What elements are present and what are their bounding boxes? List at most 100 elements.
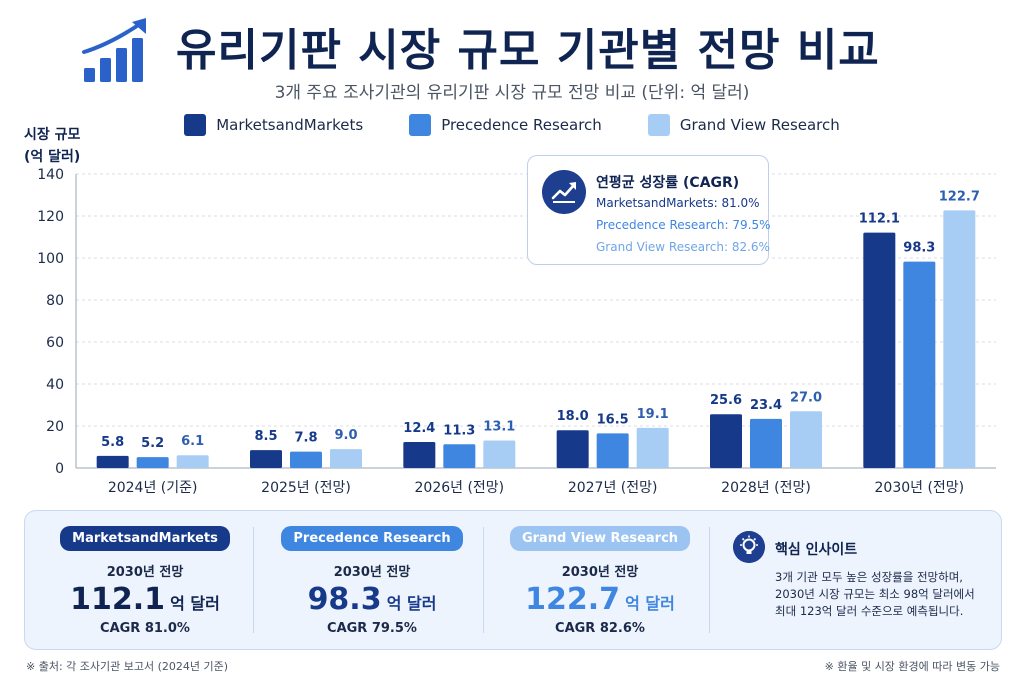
bar <box>176 455 209 468</box>
x-tick-label: 2027년 (전망) <box>568 480 658 496</box>
insight-text: 3개 기관 모두 높은 성장률을 전망하며, 2030년 시장 규모는 최소 9… <box>775 569 1015 620</box>
cagr-line-gv: Grand View Research: 82.6% <box>596 240 770 254</box>
bar-value-label: 12.4 <box>403 421 435 436</box>
lightbulb-icon <box>733 531 765 563</box>
bar-value-label: 19.1 <box>637 407 669 422</box>
summary-divider <box>483 527 484 633</box>
bar <box>403 441 436 468</box>
summary-unit-mm: 억 달러 <box>170 594 220 613</box>
summary-value-gv: 122.7 억 달러 <box>489 582 711 617</box>
bar-value-label: 5.8 <box>101 435 124 450</box>
insight-line-1: 3개 기관 모두 높은 성장률을 전망하며, <box>775 570 963 584</box>
cagr-box: 연평균 성장률 (CAGR) MarketsandMarkets: 81.0% … <box>527 155 771 265</box>
cagr-line-pr: Precedence Research: 79.5% <box>596 218 771 232</box>
legend-item-mm: MarketsandMarkets <box>184 114 363 136</box>
y-tick-label: 100 <box>37 251 64 267</box>
bar-value-label: 7.8 <box>294 431 317 446</box>
legend-label-pr: Precedence Research <box>441 116 602 134</box>
y-tick-label: 120 <box>37 209 64 225</box>
bar-value-label: 122.7 <box>939 189 980 204</box>
insight-block: 핵심 인사이트 3개 기관 모두 높은 성장률을 전망하며, 2030년 시장 … <box>731 511 991 649</box>
y-axis-label: 시장 규모 (억 달러) <box>24 124 80 168</box>
cagr-line-mm: MarketsandMarkets: 81.0% <box>596 196 760 210</box>
bar-value-label: 112.1 <box>859 212 900 227</box>
bar <box>250 450 282 468</box>
bar-value-label: 98.3 <box>903 241 935 256</box>
y-tick-label: 60 <box>46 335 64 351</box>
bar-value-label: 16.5 <box>597 412 629 427</box>
summary-cagr-gv: CAGR 82.6% <box>555 621 645 636</box>
y-tick-label: 80 <box>46 293 64 309</box>
summary-card-mm: MarketsandMarkets 2030년 전망 112.1 억 달러 CA… <box>35 511 255 649</box>
bar-value-label: 25.6 <box>710 393 742 408</box>
legend-item-pr: Precedence Research <box>409 114 602 136</box>
summary-pill-gv: Grand View Research <box>509 526 691 551</box>
summary-value-pr: 98.3 억 달러 <box>261 582 483 617</box>
legend-swatch-mm <box>184 114 207 136</box>
trend-up-icon <box>542 170 586 214</box>
bar <box>903 261 936 468</box>
insight-line-2: 2030년 시장 규모는 최소 98억 달러에서 <box>775 587 975 601</box>
bar <box>556 430 589 468</box>
summary-year-mm: 2030년 전망 <box>106 565 184 580</box>
x-tick-label: 2030년 (전망) <box>875 480 965 496</box>
y-axis-label-line1: 시장 규모 <box>24 127 81 143</box>
summary-panel: MarketsandMarkets 2030년 전망 112.1 억 달러 CA… <box>24 510 1002 650</box>
footer-note: ※ 환율 및 시장 환경에 따라 변동 가능 <box>824 660 1000 673</box>
bar-value-label: 5.2 <box>141 436 164 451</box>
bar <box>483 440 516 468</box>
bar-value-label: 11.3 <box>443 423 475 438</box>
summary-cagr-pr: CAGR 79.5% <box>327 621 417 636</box>
growth-chart-icon <box>82 18 146 82</box>
bar <box>710 414 742 468</box>
summary-value-mm: 112.1 억 달러 <box>35 582 255 617</box>
bar <box>790 411 822 468</box>
legend-label-gv: Grand View Research <box>679 116 840 134</box>
bar <box>290 451 322 468</box>
summary-pill-mm: MarketsandMarkets <box>60 526 230 551</box>
y-axis-label-line2: (억 달러) <box>24 149 81 165</box>
bar <box>443 444 476 468</box>
bar <box>96 455 129 468</box>
bar <box>636 427 669 468</box>
summary-cagr-mm: CAGR 81.0% <box>100 621 190 636</box>
summary-number-pr: 98.3 <box>307 582 382 617</box>
bar-chart: 0 20 40 60 80 100 120 140 5.8 5.2 6.1 2024년 (기준) 8.5… <box>37 167 996 496</box>
summary-card-pr: Precedence Research 2030년 전망 98.3 억 달러 C… <box>261 511 483 649</box>
summary-year-gv: 2030년 전망 <box>561 565 639 580</box>
insight-line-3: 최대 123억 달러 수준으로 예측됩니다. <box>775 604 964 618</box>
x-tick-label: 2025년 (전망) <box>261 480 351 496</box>
x-tick-label: 2024년 (기준) <box>108 480 198 496</box>
bar <box>330 449 362 468</box>
legend-item-gv: Grand View Research <box>647 114 840 136</box>
y-tick-label: 40 <box>46 377 64 393</box>
summary-divider <box>253 527 254 633</box>
bar-value-label: 18.0 <box>557 409 589 424</box>
summary-divider <box>709 527 710 633</box>
summary-card-gv: Grand View Research 2030년 전망 122.7 억 달러 … <box>489 511 711 649</box>
x-tick-label: 2026년 (전망) <box>415 480 505 496</box>
bar-value-label: 9.0 <box>334 428 357 443</box>
bar-value-label: 13.1 <box>483 419 515 434</box>
bar <box>136 457 169 468</box>
summary-number-gv: 122.7 <box>525 582 621 617</box>
bar <box>943 210 976 468</box>
bar <box>863 232 896 468</box>
y-tick-label: 140 <box>37 167 64 183</box>
summary-number-mm: 112.1 <box>70 582 166 617</box>
bar-value-label: 8.5 <box>254 429 277 444</box>
summary-unit-pr: 억 달러 <box>386 594 437 613</box>
summary-pill-pr: Precedence Research <box>281 526 463 551</box>
cagr-title: 연평균 성장률 (CAGR) <box>596 175 740 191</box>
insight-title: 핵심 인사이트 <box>775 542 858 558</box>
bar-value-label: 6.1 <box>181 434 204 449</box>
bar <box>750 418 782 468</box>
legend-label-mm: MarketsandMarkets <box>216 116 364 134</box>
chart-legend: MarketsandMarkets Precedence Research Gr… <box>0 114 1024 136</box>
bar-value-label: 27.0 <box>790 390 822 405</box>
y-tick-label: 0 <box>55 461 64 477</box>
page-title: 유리기판 시장 규모 기관별 전망 비교 <box>176 25 880 76</box>
page-subtitle: 3개 주요 조사기관의 유리기판 시장 규모 전망 비교 (단위: 억 달러) <box>274 83 750 103</box>
summary-year-pr: 2030년 전망 <box>333 565 411 580</box>
bar-value-label: 23.4 <box>750 398 782 413</box>
